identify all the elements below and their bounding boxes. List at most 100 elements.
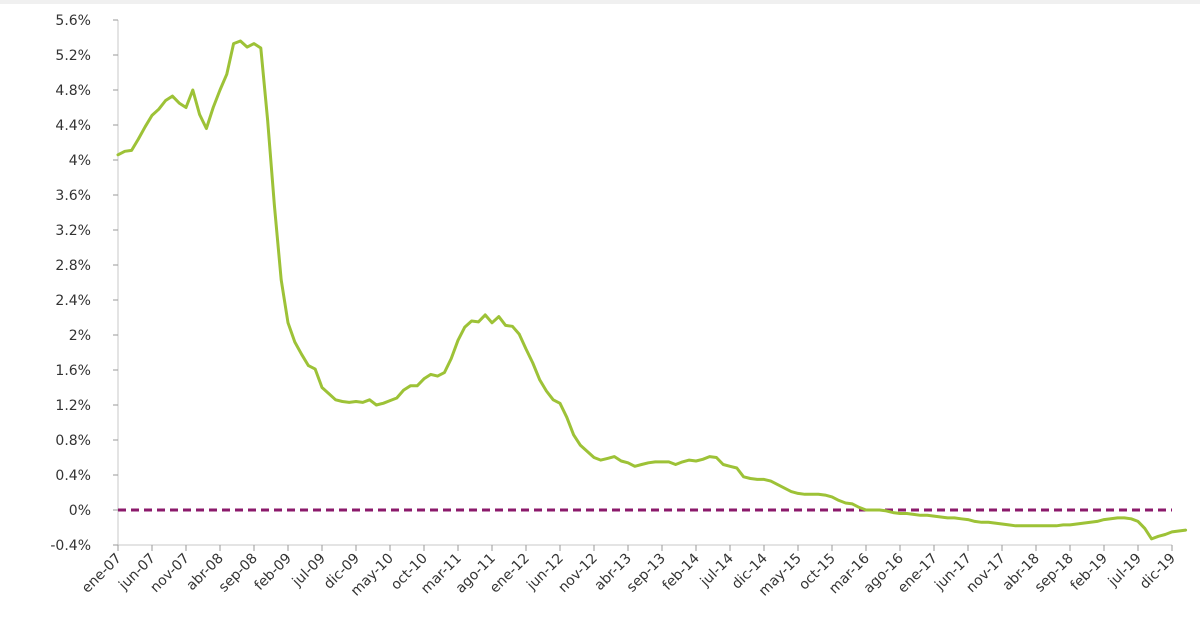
data-point (178, 101, 181, 105)
data-point (1028, 524, 1031, 527)
data-point (157, 108, 160, 111)
data-point (980, 521, 983, 524)
data-point (327, 392, 330, 395)
x-tick-label: feb-09 (251, 551, 294, 594)
data-point (375, 403, 378, 407)
data-point (531, 361, 534, 365)
data-point (681, 460, 684, 464)
data-point (722, 463, 725, 466)
y-tick-label: 1.6% (55, 363, 91, 379)
y-tick-label: -0.4% (50, 538, 91, 554)
data-point (1157, 535, 1160, 538)
data-point (409, 384, 412, 387)
data-point (341, 400, 344, 403)
data-point (144, 125, 147, 128)
data-point (334, 398, 337, 401)
data-point (273, 204, 276, 207)
y-axis: 5.6% 5.2% 4.8% 4.4% 4% 3.6% 3.2% 2.8% 2.4% 2% 1.6%… (50, 13, 119, 554)
data-point (456, 339, 460, 342)
data-point (123, 150, 127, 153)
data-point (416, 384, 419, 387)
data-point (212, 106, 215, 109)
data-point (388, 399, 392, 402)
y-tick-label: 2.4% (55, 293, 91, 309)
data-point (810, 493, 813, 496)
data-point (579, 444, 582, 447)
data-point (817, 493, 820, 496)
data-point (939, 515, 942, 519)
data-point (790, 490, 793, 493)
data-point (300, 353, 303, 356)
data-point (280, 278, 283, 282)
data-point (660, 460, 664, 464)
y-tick-label: 4.4% (55, 118, 91, 134)
x-tick-label: dic-19 (1137, 551, 1179, 593)
data-point (191, 88, 194, 92)
data-point (667, 460, 670, 464)
data-point (246, 45, 249, 49)
data-point (266, 118, 269, 122)
data-point (218, 88, 222, 92)
y-tick-label: 0.8% (55, 433, 91, 449)
data-point (905, 512, 908, 515)
data-point (756, 478, 759, 481)
data-point (626, 461, 630, 464)
y-tick-label: 1.2% (55, 398, 91, 414)
data-point (837, 499, 840, 502)
data-point (987, 521, 990, 524)
data-point (1164, 533, 1167, 536)
data-point (592, 456, 596, 459)
data-point (762, 478, 766, 481)
data-point (1055, 524, 1058, 527)
data-point (749, 477, 752, 480)
data-point (171, 94, 174, 98)
data-point (572, 433, 575, 436)
data-point (830, 495, 834, 499)
data-point (728, 465, 732, 468)
y-tick-label: 4.8% (55, 83, 91, 99)
x-axis: ene-07jun-07nov-07abr-08sep-08feb-09jul-… (79, 544, 1179, 599)
data-point (1150, 537, 1153, 541)
data-point (552, 398, 555, 401)
y-tick-label: 5.2% (55, 48, 91, 64)
data-point (511, 325, 514, 328)
x-tick-label: sep-13 (624, 551, 669, 596)
data-point (1034, 524, 1038, 527)
data-point (1109, 517, 1113, 520)
data-point (422, 377, 426, 380)
data-point (1123, 516, 1126, 520)
y-tick-label: 3.6% (55, 188, 91, 204)
data-point (783, 486, 786, 490)
data-point (953, 516, 956, 520)
data-point (701, 458, 704, 461)
data-point (497, 315, 500, 318)
data-point (205, 127, 208, 130)
data-point (320, 386, 324, 389)
data-point (1082, 521, 1085, 525)
data-point (960, 517, 963, 520)
data-point (484, 313, 487, 317)
data-point (606, 457, 609, 460)
data-point (674, 463, 677, 466)
data-point (912, 513, 915, 516)
x-tick-label: feb-19 (1067, 551, 1110, 594)
data-point (429, 373, 432, 376)
data-point (463, 325, 466, 329)
data-point (382, 402, 385, 405)
data-point (524, 347, 528, 351)
data-point (361, 401, 364, 404)
data-point (477, 320, 480, 324)
data-point (150, 114, 154, 117)
data-point (116, 153, 120, 156)
data-point (232, 42, 235, 45)
data-point (130, 149, 133, 152)
data-point (613, 455, 616, 458)
data-point (694, 459, 698, 463)
data-point (286, 321, 290, 324)
data-point (871, 508, 874, 512)
data-point (885, 509, 888, 513)
data-point (538, 378, 541, 381)
data-point (851, 502, 854, 506)
data-point (1096, 520, 1099, 523)
data-point (1075, 522, 1079, 526)
